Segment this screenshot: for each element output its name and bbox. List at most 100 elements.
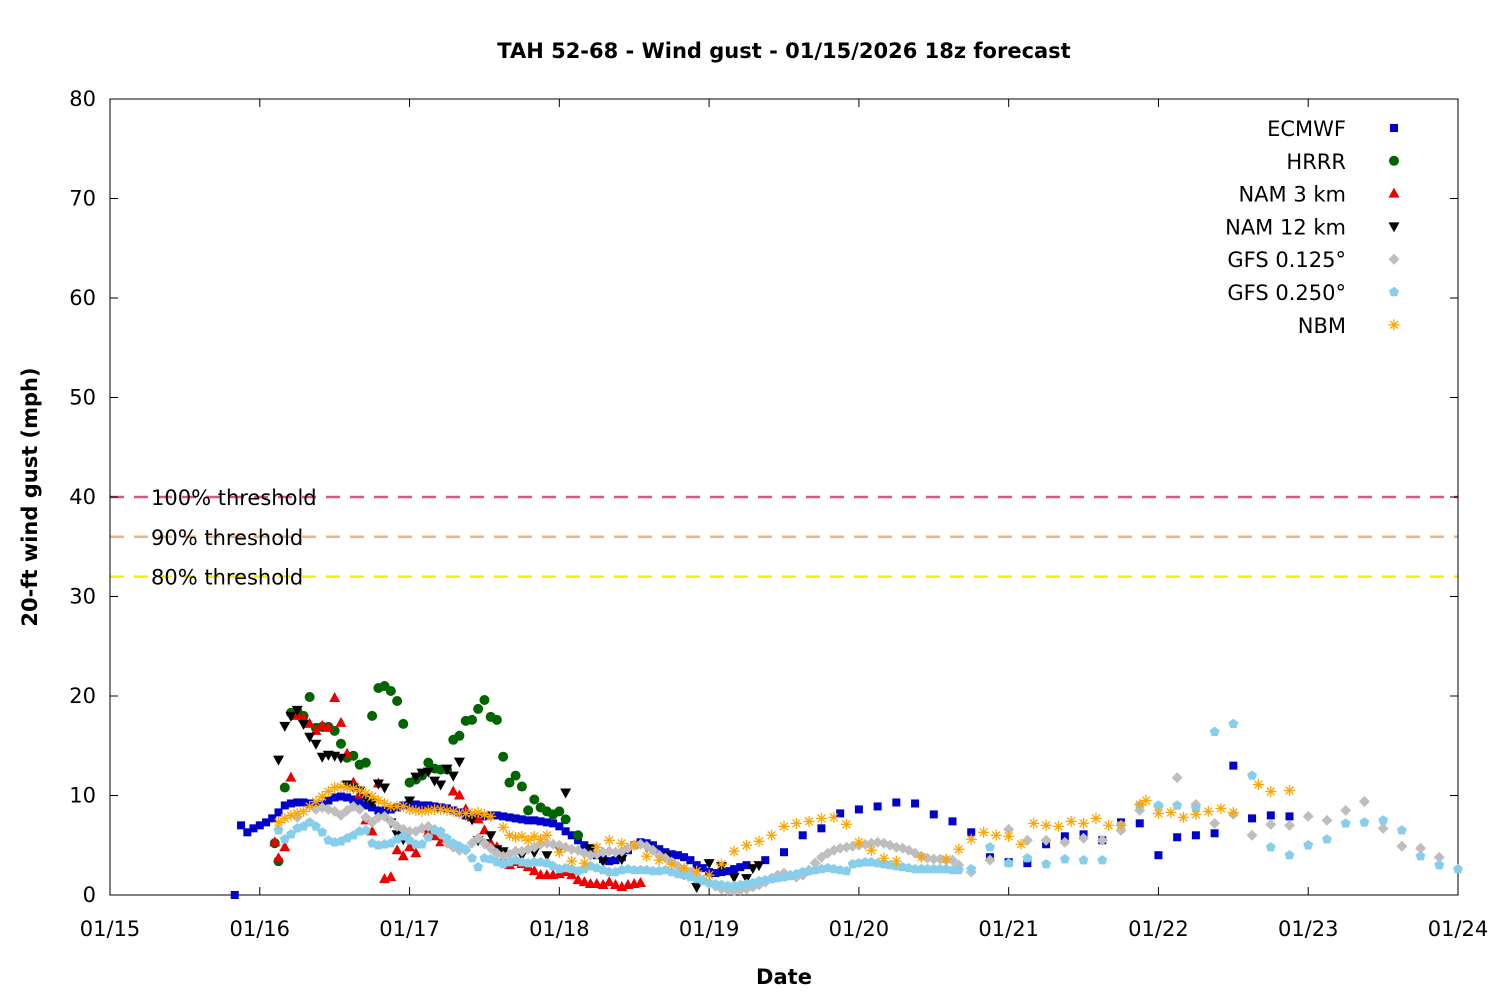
x-tick-label: 01/19	[679, 917, 740, 941]
data-point	[516, 830, 528, 842]
legend-label: NBM	[1298, 314, 1346, 338]
data-point	[522, 834, 534, 846]
data-point	[249, 824, 258, 833]
data-point	[1209, 817, 1221, 829]
data-point	[666, 858, 678, 870]
data-point	[404, 796, 416, 807]
data-point	[504, 777, 515, 788]
data-point	[1154, 851, 1163, 860]
data-point	[273, 816, 284, 828]
series-gfs-0-125	[273, 772, 1445, 897]
data-point	[423, 832, 434, 842]
data-point	[354, 803, 366, 815]
data-point	[473, 861, 484, 872]
data-point	[778, 820, 790, 832]
data-point	[817, 824, 826, 833]
data-point	[747, 864, 759, 875]
data-point	[442, 833, 452, 843]
data-point	[385, 815, 397, 827]
data-point	[410, 847, 422, 858]
data-point	[984, 854, 996, 866]
data-point	[317, 827, 328, 837]
data-point	[1377, 822, 1389, 834]
data-point	[766, 829, 778, 841]
data-point	[304, 800, 316, 812]
data-point	[940, 853, 952, 865]
data-point	[578, 876, 590, 887]
data-point	[524, 816, 533, 825]
data-point	[742, 861, 751, 870]
data-point	[928, 853, 940, 865]
data-point	[1303, 840, 1314, 850]
data-point	[478, 837, 490, 849]
data-point	[472, 832, 484, 844]
data-point	[554, 806, 565, 817]
chart-title: TAH 52-68 - Wind gust - 01/15/2026 18z f…	[497, 39, 1070, 63]
data-point	[655, 845, 664, 854]
legend-label: NAM 12 km	[1225, 215, 1346, 239]
data-point	[753, 835, 765, 847]
data-point	[915, 851, 927, 863]
data-point	[610, 879, 621, 890]
data-point	[1190, 803, 1201, 813]
data-point	[553, 846, 565, 858]
data-point	[566, 869, 578, 880]
data-point	[243, 828, 252, 837]
data-point	[541, 829, 553, 841]
data-point	[1040, 819, 1052, 831]
data-point	[1059, 836, 1071, 848]
data-point	[417, 839, 427, 849]
data-point	[730, 865, 739, 874]
data-point	[1266, 811, 1275, 820]
data-point	[1191, 831, 1200, 840]
data-point	[1003, 858, 1014, 868]
y-tick-label: 20	[69, 684, 96, 708]
data-point	[985, 842, 995, 852]
data-point	[510, 770, 521, 781]
data-point	[528, 865, 540, 876]
data-point	[291, 705, 303, 716]
data-point	[673, 851, 682, 860]
data-point	[1227, 806, 1239, 818]
data-point	[929, 810, 938, 819]
data-point	[698, 864, 707, 873]
data-point	[380, 806, 389, 815]
data-point	[1248, 814, 1257, 823]
data-point	[761, 856, 770, 865]
data-point	[311, 821, 321, 831]
data-point	[1078, 817, 1090, 829]
data-point	[1190, 808, 1202, 820]
data-point	[441, 764, 453, 775]
x-tick-label: 01/21	[978, 917, 1039, 941]
data-point	[335, 753, 347, 764]
data-point	[1229, 761, 1238, 770]
data-point	[890, 855, 902, 867]
data-point	[597, 857, 609, 868]
data-point	[410, 772, 422, 783]
y-tick-label: 60	[69, 286, 96, 310]
y-tick-label: 30	[69, 585, 96, 609]
data-point	[530, 816, 539, 825]
data-point	[485, 831, 497, 842]
data-point	[1173, 833, 1182, 842]
data-point	[460, 807, 472, 819]
data-point	[1059, 854, 1070, 864]
data-point	[397, 850, 409, 861]
data-point	[299, 798, 308, 807]
data-point	[505, 813, 514, 822]
data-point	[1003, 830, 1015, 842]
data-point	[269, 836, 281, 847]
threshold-label: 90% threshold	[151, 526, 303, 550]
data-point	[453, 807, 465, 819]
data-point	[965, 833, 977, 845]
data-point	[422, 767, 434, 778]
data-point	[1023, 859, 1032, 868]
x-tick-label: 01/24	[1428, 917, 1489, 941]
data-point	[298, 719, 310, 730]
data-point	[572, 874, 584, 885]
x-tick-label: 01/15	[80, 917, 141, 941]
data-point	[809, 857, 821, 869]
data-point	[1078, 855, 1089, 865]
data-point	[237, 821, 246, 830]
data-point	[324, 796, 333, 805]
